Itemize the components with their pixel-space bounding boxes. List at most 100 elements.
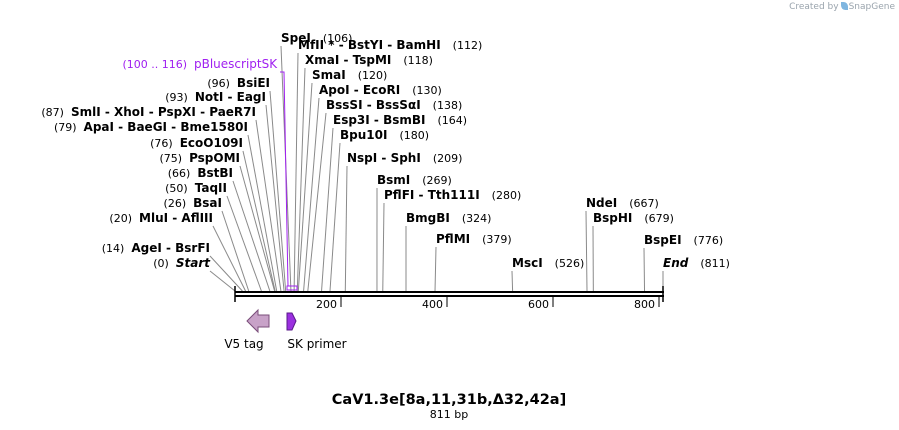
sk-primer-arrow (286, 312, 297, 331)
site-position-bsssi: (138) (433, 99, 463, 112)
site-position-ecoo109i: (76) (150, 137, 173, 150)
snapgene-brand: SnapGene (848, 2, 895, 12)
site-position-agei: (14) (102, 242, 125, 255)
site-name-smli[interactable]: SmlI - XhoI - PspXI - PaeR7I (71, 105, 256, 119)
site-connector-bpu10i (329, 142, 341, 292)
site-name-taqii[interactable]: TaqII (195, 181, 227, 195)
site-connector-taqii (226, 195, 262, 292)
site-position-bsphi: (679) (644, 212, 674, 225)
site-connector-bstbi (232, 180, 271, 292)
created-by-text: Created by (789, 2, 839, 12)
sequence-backbone (234, 286, 664, 302)
site-name-pflfi[interactable]: PflFI - Tth111I (384, 188, 480, 202)
site-connector-bsai (221, 210, 250, 292)
v5-tag-label: V5 tag (224, 337, 263, 351)
site-name-xmai[interactable]: XmaI - TspMI (305, 53, 391, 67)
site-name-ecoo109i[interactable]: EcoO109I (180, 136, 243, 150)
pbluescriptsk-bracket (286, 285, 298, 291)
site-position-bsmi: (269) (422, 174, 452, 187)
site-connector-nspi (344, 165, 348, 292)
site-position-bpu10i: (180) (399, 129, 429, 142)
site-name-end[interactable]: End (663, 256, 689, 270)
tick-label-800: 800 (634, 298, 655, 311)
site-name-bspei[interactable]: BspEI (644, 233, 682, 247)
site-position-ndei: (667) (629, 197, 659, 210)
pbluescriptsk-feature[interactable]: (100 .. 116) pBluescriptSK (122, 57, 298, 291)
site-position-taqii: (50) (165, 182, 188, 195)
site-position-esp3i: (164) (437, 114, 467, 127)
site-position-bspei: (776) (694, 234, 724, 247)
site-name-pspomi[interactable]: PspOMI (189, 151, 240, 165)
site-position-start: (0) (153, 257, 169, 270)
map-title: CaV1.3e[8a,11,31b,Δ32,42a] (332, 392, 566, 408)
site-name-mfii[interactable]: MfII * - BstYI - BamHI (298, 38, 441, 52)
site-name-apoi[interactable]: ApoI - EcoRI (319, 83, 400, 97)
site-connector-mlui (212, 225, 247, 292)
sk-primer-feature[interactable]: SK primer (286, 312, 347, 351)
site-position-msci: (526) (555, 257, 585, 270)
tick-label-400: 400 (422, 298, 443, 311)
site-name-bsai[interactable]: BsaI (193, 196, 222, 210)
site-connector-apoi (303, 97, 320, 292)
site-position-mlui: (20) (109, 212, 132, 225)
site-position-spei: (106) (323, 32, 353, 45)
site-name-nspi[interactable]: NspI - SphI (347, 151, 421, 165)
site-name-esp3i[interactable]: Esp3I - BsmBI (333, 113, 425, 127)
site-connector-apai (247, 134, 278, 292)
site-position-bstbi: (66) (168, 167, 191, 180)
site-connector-esp3i (321, 127, 334, 292)
site-name-bsphi[interactable]: BspHI (593, 211, 632, 225)
site-name-mlui[interactable]: MluI - AflIII (139, 211, 213, 225)
site-connectors (209, 45, 664, 292)
site-connector-ecoo109i (242, 150, 276, 292)
site-position-bsai: (26) (164, 197, 187, 210)
site-name-bmgbi[interactable]: BmgBI (406, 211, 450, 225)
site-position-pspomi: (75) (159, 152, 182, 165)
site-name-smai[interactable]: SmaI (312, 68, 346, 82)
site-name-bsmi[interactable]: BsmI (377, 173, 410, 187)
pbluescriptsk-label: pBluescriptSK (194, 57, 278, 71)
site-connector-pspomi (239, 165, 276, 292)
site-connector-bsssi (307, 112, 327, 292)
site-name-ndei[interactable]: NdeI (586, 196, 617, 210)
site-name-agei[interactable]: AgeI - BsrFI (131, 241, 210, 255)
tick-label-600: 600 (528, 298, 549, 311)
pbluescriptsk-range: (100 .. 116) (122, 58, 187, 71)
site-connector-start (209, 270, 236, 292)
site-position-smli: (87) (41, 106, 64, 119)
site-connector-pflfi (382, 202, 385, 292)
site-connector-bspei (643, 247, 646, 292)
v5-tag-feature[interactable]: V5 tag (224, 308, 270, 351)
site-name-spei[interactable]: SpeI (281, 31, 311, 45)
site-position-smai: (120) (358, 69, 388, 82)
site-position-xmai: (118) (403, 54, 433, 67)
site-name-apai[interactable]: ApaI - BaeGI - Bme1580I (84, 120, 248, 134)
site-position-pflfi: (280) (492, 189, 522, 202)
site-connector-pflmi (434, 246, 437, 292)
site-position-pflmi: (379) (482, 233, 512, 246)
site-name-bsiei[interactable]: BsiEI (237, 76, 270, 90)
site-name-bpu10i[interactable]: Bpu10I (340, 128, 387, 142)
site-connector-xmai (296, 67, 306, 292)
site-name-bsssi[interactable]: BssSI - BssSαI (326, 98, 421, 112)
site-connector-agei (209, 255, 243, 292)
site-position-apai: (79) (54, 121, 77, 134)
sk-primer-label: SK primer (287, 337, 346, 351)
site-connector-bsiei (269, 90, 287, 292)
site-connector-mfii (293, 52, 299, 292)
site-connector-noti (265, 104, 285, 292)
pbluescriptsk-leader (280, 71, 289, 287)
site-name-noti[interactable]: NotI - EagI (195, 90, 266, 104)
site-connector-smai (297, 82, 313, 292)
site-position-bsiei: (96) (207, 77, 230, 90)
created-by-credit: Created by SnapGene (789, 2, 895, 12)
site-name-bstbi[interactable]: BstBI (197, 166, 233, 180)
site-name-pflmi[interactable]: PflMI (436, 232, 470, 246)
site-name-start[interactable]: Start (176, 256, 211, 270)
site-position-mfii: (112) (453, 39, 483, 52)
site-name-msci[interactable]: MscI (512, 256, 543, 270)
site-position-nspi: (209) (433, 152, 463, 165)
site-position-bmgbi: (324) (462, 212, 492, 225)
snapgene-logo-icon (840, 2, 848, 10)
